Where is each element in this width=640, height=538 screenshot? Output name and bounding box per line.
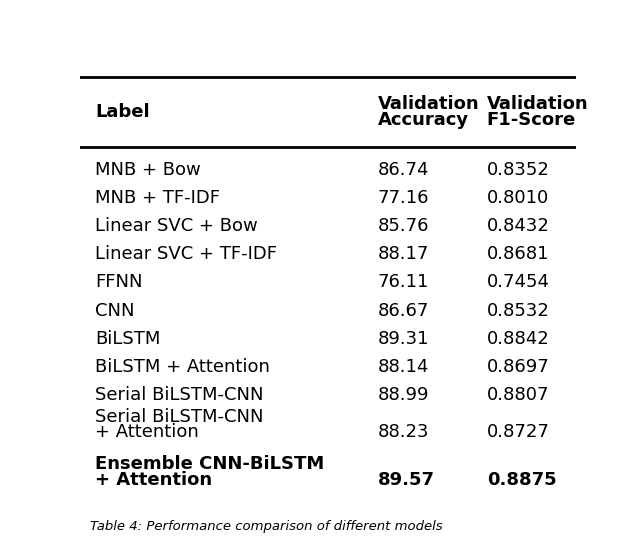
Text: Linear SVC + TF-IDF: Linear SVC + TF-IDF [95,245,277,263]
Text: Validation: Validation [378,95,479,114]
Text: + Attention: + Attention [95,423,198,441]
Text: 0.8697: 0.8697 [486,358,550,376]
Text: 0.8875: 0.8875 [486,471,556,489]
Text: Validation: Validation [486,95,588,114]
Text: 0.8842: 0.8842 [486,330,550,348]
Text: 0.7454: 0.7454 [486,273,550,292]
Text: 88.14: 88.14 [378,358,429,376]
Text: 85.76: 85.76 [378,217,429,235]
Text: 0.8681: 0.8681 [486,245,549,263]
Text: 0.8010: 0.8010 [486,189,549,207]
Text: 77.16: 77.16 [378,189,429,207]
Text: Serial BiLSTM-CNN: Serial BiLSTM-CNN [95,386,264,404]
Text: 88.17: 88.17 [378,245,429,263]
Text: 89.57: 89.57 [378,471,435,489]
Text: Accuracy: Accuracy [378,111,468,129]
Text: 88.99: 88.99 [378,386,429,404]
Text: Label: Label [95,103,150,121]
Text: 86.74: 86.74 [378,161,429,179]
Text: Linear SVC + Bow: Linear SVC + Bow [95,217,258,235]
Text: 0.8432: 0.8432 [486,217,550,235]
Text: 86.67: 86.67 [378,302,429,320]
Text: 0.8727: 0.8727 [486,423,550,441]
Text: BiLSTM: BiLSTM [95,330,160,348]
Text: 89.31: 89.31 [378,330,429,348]
Text: 0.8532: 0.8532 [486,302,550,320]
Text: BiLSTM + Attention: BiLSTM + Attention [95,358,269,376]
Text: + Attention: + Attention [95,471,212,489]
Text: MNB + TF-IDF: MNB + TF-IDF [95,189,220,207]
Text: MNB + Bow: MNB + Bow [95,161,200,179]
Text: 88.23: 88.23 [378,423,429,441]
Text: 0.8807: 0.8807 [486,386,549,404]
Text: CNN: CNN [95,302,134,320]
Text: F1-Score: F1-Score [486,111,576,129]
Text: 0.8352: 0.8352 [486,161,550,179]
Text: Ensemble CNN-BiLSTM: Ensemble CNN-BiLSTM [95,455,324,473]
Text: Serial BiLSTM-CNN: Serial BiLSTM-CNN [95,408,264,426]
Text: FFNN: FFNN [95,273,142,292]
Text: 76.11: 76.11 [378,273,429,292]
Text: Table 4: Performance comparison of different models: Table 4: Performance comparison of diffe… [90,520,442,533]
